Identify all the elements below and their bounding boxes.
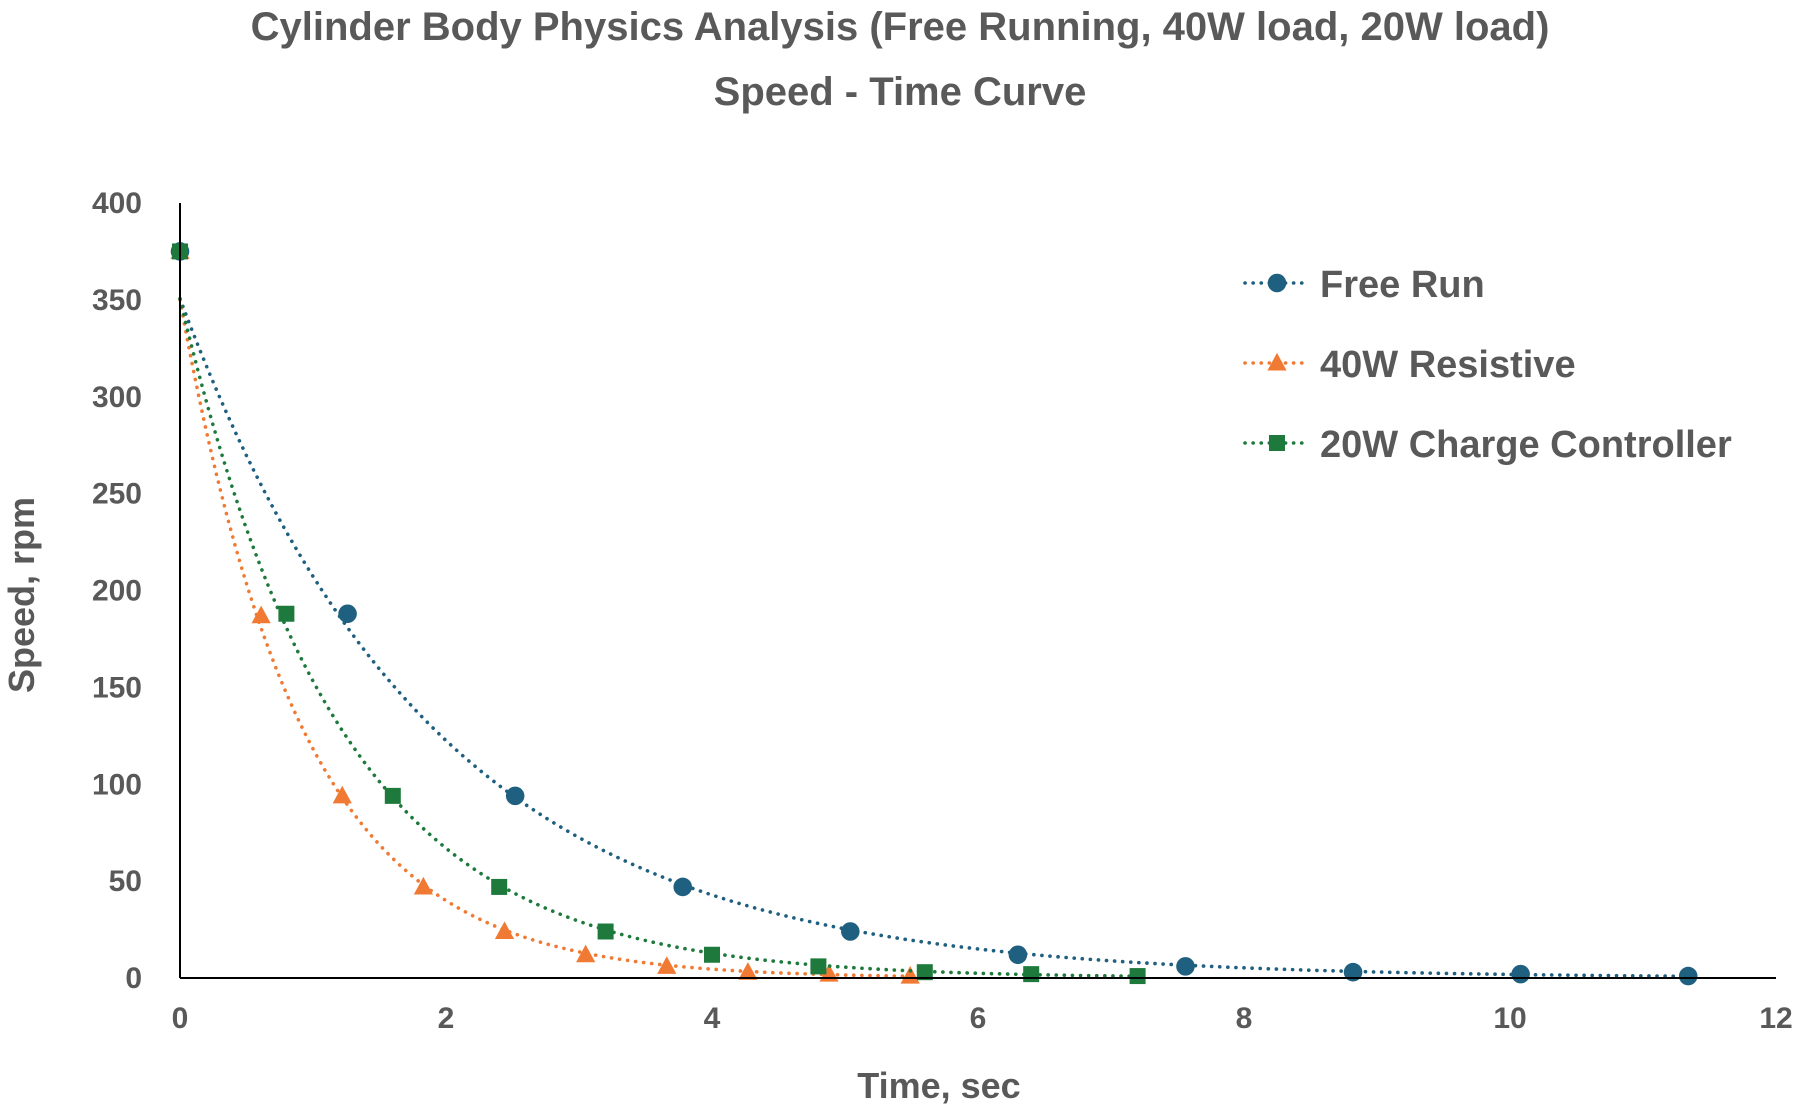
legend-label: Free Run — [1320, 264, 1485, 306]
data-point — [841, 922, 860, 941]
data-point — [1176, 957, 1195, 976]
series-0 — [170, 242, 1698, 986]
y-tick-label: 400 — [92, 187, 142, 220]
ticks-layer: 0 50 100 150 200 250 300 350 400 0 2 4 6 8 10 12 — [92, 187, 1793, 1035]
chart-title: Cylinder Body Physics Analysis (Free Run… — [251, 5, 1550, 49]
y-tick-label: 350 — [92, 284, 142, 317]
y-tick-label: 300 — [92, 381, 142, 414]
data-point — [505, 786, 525, 806]
y-tick-label: 150 — [92, 671, 142, 704]
legend-marker — [1267, 352, 1287, 371]
data-point — [1511, 964, 1530, 984]
series-layer — [170, 241, 1698, 986]
data-point — [810, 958, 827, 975]
legend-marker — [1269, 435, 1285, 451]
data-point — [251, 605, 271, 624]
x-tick-label: 2 — [438, 1002, 455, 1035]
data-point — [1343, 962, 1363, 982]
legend-item: Free Run — [1243, 264, 1485, 306]
trendline-1 — [178, 298, 912, 979]
data-point — [673, 877, 693, 897]
data-point — [576, 944, 596, 963]
data-point — [1129, 968, 1146, 985]
legend: Free Run 40W Resistive 20W Charge Controll… — [1243, 264, 1732, 466]
y-tick-label: 100 — [92, 768, 142, 801]
x-tick-label: 6 — [970, 1002, 987, 1035]
data-point — [900, 965, 920, 984]
y-tick-label: 50 — [109, 865, 142, 898]
legend-item: 40W Resistive — [1243, 344, 1576, 386]
data-point — [494, 921, 515, 940]
y-tick-label: 250 — [92, 478, 142, 511]
x-tick-label: 0 — [172, 1002, 189, 1035]
data-point — [704, 946, 720, 963]
data-point — [1008, 945, 1028, 965]
series-2 — [172, 243, 1146, 985]
data-point — [738, 962, 758, 980]
axes-layer — [179, 203, 1776, 979]
y-tick-label: 200 — [92, 575, 142, 608]
data-point — [413, 876, 433, 895]
trendline-0 — [178, 296, 1691, 979]
x-tick-label: 4 — [704, 1002, 721, 1035]
data-point — [1023, 966, 1040, 983]
data-point — [384, 787, 401, 804]
data-point — [278, 605, 295, 622]
data-point — [338, 604, 357, 624]
data-point — [332, 785, 352, 804]
legend-item: 20W Charge Controller — [1243, 424, 1732, 466]
y-axis-title: Speed, rpm — [1, 497, 42, 693]
data-point — [597, 923, 614, 940]
data-point — [491, 878, 508, 895]
x-tick-label: 8 — [1236, 1002, 1253, 1035]
x-tick-label: 12 — [1759, 1002, 1792, 1035]
data-point — [916, 964, 933, 981]
y-tick-label: 0 — [125, 962, 142, 995]
x-axis-title: Time, sec — [857, 1065, 1020, 1106]
trendline-2 — [178, 296, 1140, 979]
legend-marker — [1267, 273, 1287, 293]
data-point — [657, 956, 677, 974]
legend-label: 40W Resistive — [1320, 344, 1576, 386]
x-tick-label: 10 — [1493, 1002, 1526, 1035]
legend-label: 20W Charge Controller — [1320, 424, 1732, 466]
chart-subtitle: Speed - Time Curve — [714, 70, 1087, 114]
data-point — [1678, 966, 1698, 986]
